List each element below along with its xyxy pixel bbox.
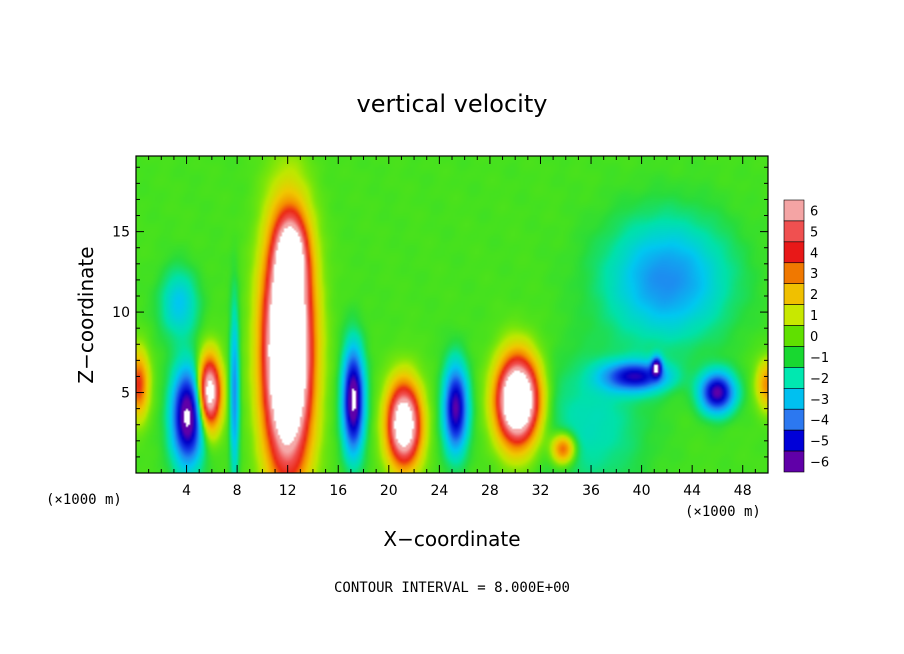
colorbar-label: 3	[810, 267, 818, 282]
x-unit-right: (×1000 m)	[685, 504, 761, 520]
plot-area	[135, 155, 769, 474]
y-axis: 5 10 15	[112, 166, 768, 458]
colorbar: 6 5 4 3 2 1 0 −1 −2 −3 −4 −5 −6	[783, 199, 829, 473]
y-axis-label: Z−coordinate	[74, 246, 98, 383]
colorbar-label: −6	[810, 456, 829, 471]
colorbar-swatch	[783, 283, 805, 305]
x-tick-label: 8	[233, 483, 242, 499]
colorbar-label: 0	[810, 330, 818, 345]
colorbar-label: −4	[810, 414, 829, 429]
colorbar-swatch	[783, 220, 805, 243]
x-tick-label: 40	[633, 483, 651, 499]
colorbar-swatch	[783, 325, 805, 347]
colorbar-label: 2	[810, 288, 818, 303]
x-tick-label: 48	[734, 483, 752, 499]
colorbar-swatch	[783, 388, 805, 410]
colorbar-label: 6	[810, 204, 818, 219]
colorbar-label: −5	[810, 435, 829, 450]
x-tick-label: 16	[329, 483, 347, 499]
colorbar-swatch	[783, 199, 805, 222]
colorbar-swatch	[783, 262, 805, 284]
colorbar-swatch	[783, 241, 805, 264]
x-axis-label: X−coordinate	[383, 527, 520, 551]
y-tick-label: 10	[112, 305, 130, 321]
colorbar-label: −2	[810, 372, 829, 387]
chart-title: vertical velocity	[357, 90, 548, 118]
colorbar-swatch	[783, 346, 805, 368]
colorbar-label: −3	[810, 393, 829, 408]
contour-interval-note: CONTOUR INTERVAL = 8.000E+00	[334, 580, 570, 596]
colorbar-label: 4	[810, 246, 818, 261]
colorbar-swatch	[783, 450, 805, 473]
x-axis: 4 8 12 16 20 24 28 32 36 40 44 48	[148, 156, 756, 499]
x-tick-label: 4	[182, 483, 191, 499]
colorbar-label: 5	[810, 225, 818, 240]
x-tick-label: 20	[380, 483, 398, 499]
colorbar-label: −1	[810, 351, 829, 366]
x-tick-label: 32	[532, 483, 550, 499]
y-tick-label: 15	[112, 225, 130, 241]
x-tick-label: 44	[683, 483, 701, 499]
y-tick-label: 5	[121, 386, 130, 402]
x-tick-label: 28	[481, 483, 499, 499]
colorbar-swatch	[783, 408, 805, 431]
colorbar-label: 1	[810, 309, 818, 324]
x-unit-left: (×1000 m)	[46, 492, 122, 508]
x-tick-label: 12	[279, 483, 297, 499]
velocity-field	[136, 156, 768, 473]
x-tick-label: 36	[582, 483, 600, 499]
x-tick-label: 24	[430, 483, 448, 499]
colorbar-swatch	[783, 367, 805, 389]
colorbar-swatch	[783, 429, 805, 452]
colorbar-swatch	[783, 304, 805, 326]
